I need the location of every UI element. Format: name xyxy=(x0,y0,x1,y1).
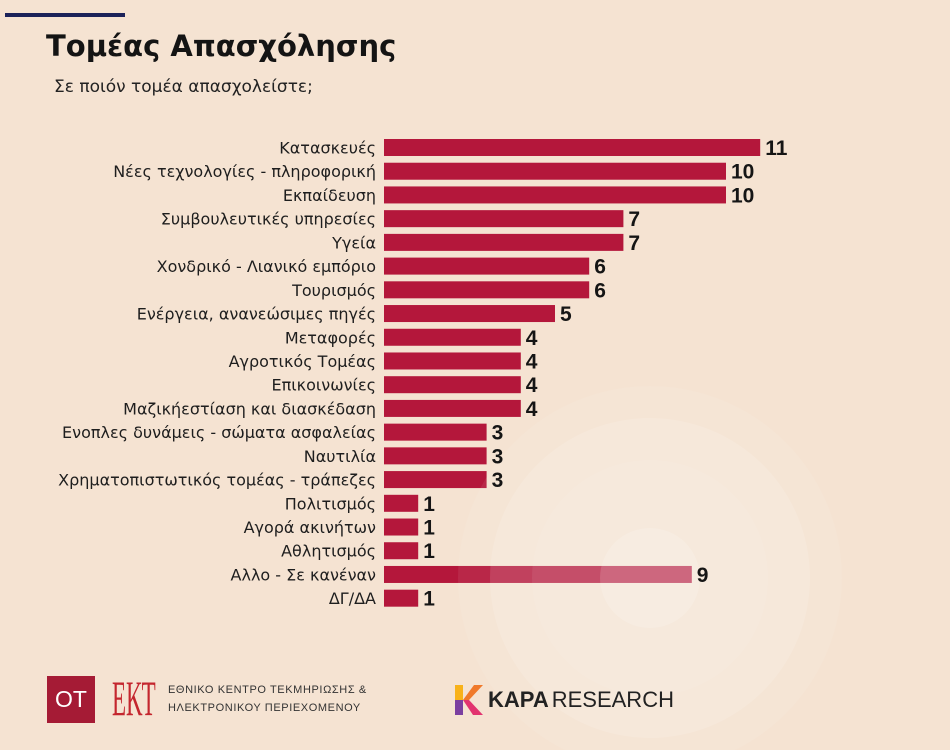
value-label-20: 1 xyxy=(423,588,435,611)
kapa-research-logo: KAPA RESEARCH xyxy=(455,684,680,716)
decorative-circle-middle xyxy=(532,460,768,696)
bar-11 xyxy=(384,376,521,394)
category-label-6: Χονδρικό - Λιανικό εμπόριο xyxy=(157,257,376,276)
bar-3 xyxy=(384,186,726,204)
ekt-name-line-1: ΕΘΝΙΚΟ ΚΕΝΤΡΟ ΤΕΚΜΗΡΙΩΣΗΣ & xyxy=(168,684,367,696)
value-label-12: 4 xyxy=(526,398,538,421)
value-label-18: 1 xyxy=(423,540,435,563)
decorative-circle-large xyxy=(490,418,810,738)
value-label-5: 7 xyxy=(628,232,640,255)
chart-subtitle: Σε ποιόν τομέα απασχολείστε; xyxy=(54,77,313,97)
category-label-3: Εκπαίδευση xyxy=(283,186,376,205)
category-label-1: Κατασκευές xyxy=(279,139,376,158)
bar-4 xyxy=(384,210,624,228)
value-label-10: 4 xyxy=(526,350,538,373)
category-label-19: Αλλο - Σε κανέναν xyxy=(231,565,377,584)
value-label-13: 3 xyxy=(492,422,504,445)
bar-9 xyxy=(384,328,521,346)
value-label-11: 4 xyxy=(526,374,538,397)
category-label-5: Υγεία xyxy=(331,233,376,252)
category-label-17: Αγορά ακινήτων xyxy=(244,518,376,537)
chart-title: Τομέας Απασχόλησης xyxy=(46,29,397,63)
decorative-circles xyxy=(458,386,842,750)
bar-15 xyxy=(384,471,487,489)
category-label-15: Χρηματοπιστωτικός τομέας - τράπεζες xyxy=(58,471,376,490)
ot-logo: OT xyxy=(47,676,95,723)
kapa-k-icon xyxy=(455,685,483,715)
bar-16 xyxy=(384,494,419,512)
category-label-11: Επικοινωνίες xyxy=(271,376,376,395)
bar-7 xyxy=(384,281,590,299)
bar-19 xyxy=(384,565,692,583)
bar-20 xyxy=(384,589,419,607)
category-label-7: Τουρισμός xyxy=(291,281,376,300)
category-labels: Κατασκευές Νέες τεχνολογίες - πληροφορική… xyxy=(58,139,376,609)
kapa-wordmark-bold: KAPA xyxy=(488,687,549,712)
value-label-3: 10 xyxy=(731,184,754,207)
bar-12 xyxy=(384,399,521,417)
bar-1 xyxy=(384,139,761,156)
category-label-10: Αγροτικός Τομέας xyxy=(229,352,376,371)
ekt-logo: ΕΚΤ xyxy=(112,673,158,723)
category-label-14: Ναυτιλία xyxy=(304,447,376,466)
ekt-logo-text: ΕΚΤ xyxy=(112,673,156,723)
value-label-1: 11 xyxy=(765,137,788,160)
category-label-16: Πολιτισμός xyxy=(285,494,376,513)
category-label-8: Ενέργεια, ανανεώσιμες πηγές xyxy=(137,305,376,324)
decorative-circle-outer xyxy=(458,386,842,750)
kapa-research-wordmark: KAPA RESEARCH xyxy=(488,689,674,711)
category-label-13: Ενοπλες δυνάμεις - σώματα ασφαλείας xyxy=(62,423,376,442)
value-label-9: 4 xyxy=(526,327,538,350)
bar-17 xyxy=(384,518,419,536)
ekt-name: ΕΘΝΙΚΟ ΚΕΝΤΡΟ ΤΕΚΜΗΡΙΩΣΗΣ & ΗΛΕΚΤΡΟΝΙΚΟΥ… xyxy=(168,681,367,717)
value-label-17: 1 xyxy=(423,517,435,540)
value-label-4: 7 xyxy=(628,208,640,231)
decorative-circle-inner xyxy=(600,528,700,628)
accent-line xyxy=(5,13,125,17)
bar-5 xyxy=(384,233,624,251)
bar-14 xyxy=(384,447,487,465)
bar-6 xyxy=(384,257,590,275)
category-label-9: Μεταφορές xyxy=(285,328,376,347)
category-label-12: Μαζικήεστίαση και διασκέδαση xyxy=(123,399,376,418)
bar-10 xyxy=(384,352,521,370)
value-label-19: 9 xyxy=(697,564,709,587)
ot-logo-text: OT xyxy=(55,686,87,712)
bar-13 xyxy=(384,423,487,441)
value-label-14: 3 xyxy=(492,445,504,468)
value-label-16: 1 xyxy=(423,493,435,516)
bar-2 xyxy=(384,162,726,180)
value-label-8: 5 xyxy=(560,303,572,326)
category-label-20: ΔΓ/ΔΑ xyxy=(329,589,376,608)
bar-8 xyxy=(384,305,555,323)
value-label-6: 6 xyxy=(594,256,606,279)
category-label-2: Νέες τεχνολογίες - πληροφορική xyxy=(113,162,376,181)
category-label-18: Αθλητισμός xyxy=(281,542,376,561)
bars xyxy=(384,139,761,607)
ekt-name-line-2: ΗΛΕΚΤΡΟΝΙΚΟΥ ΠΕΡΙΕΧΟΜΕΝΟΥ xyxy=(168,702,361,714)
value-label-2: 10 xyxy=(731,161,754,184)
kapa-wordmark-regular: RESEARCH xyxy=(551,687,674,712)
value-label-15: 3 xyxy=(492,469,504,492)
value-label-7: 6 xyxy=(594,279,606,302)
category-label-4: Συμβουλευτικές υπηρεσίες xyxy=(161,210,376,229)
bar-18 xyxy=(384,542,419,560)
